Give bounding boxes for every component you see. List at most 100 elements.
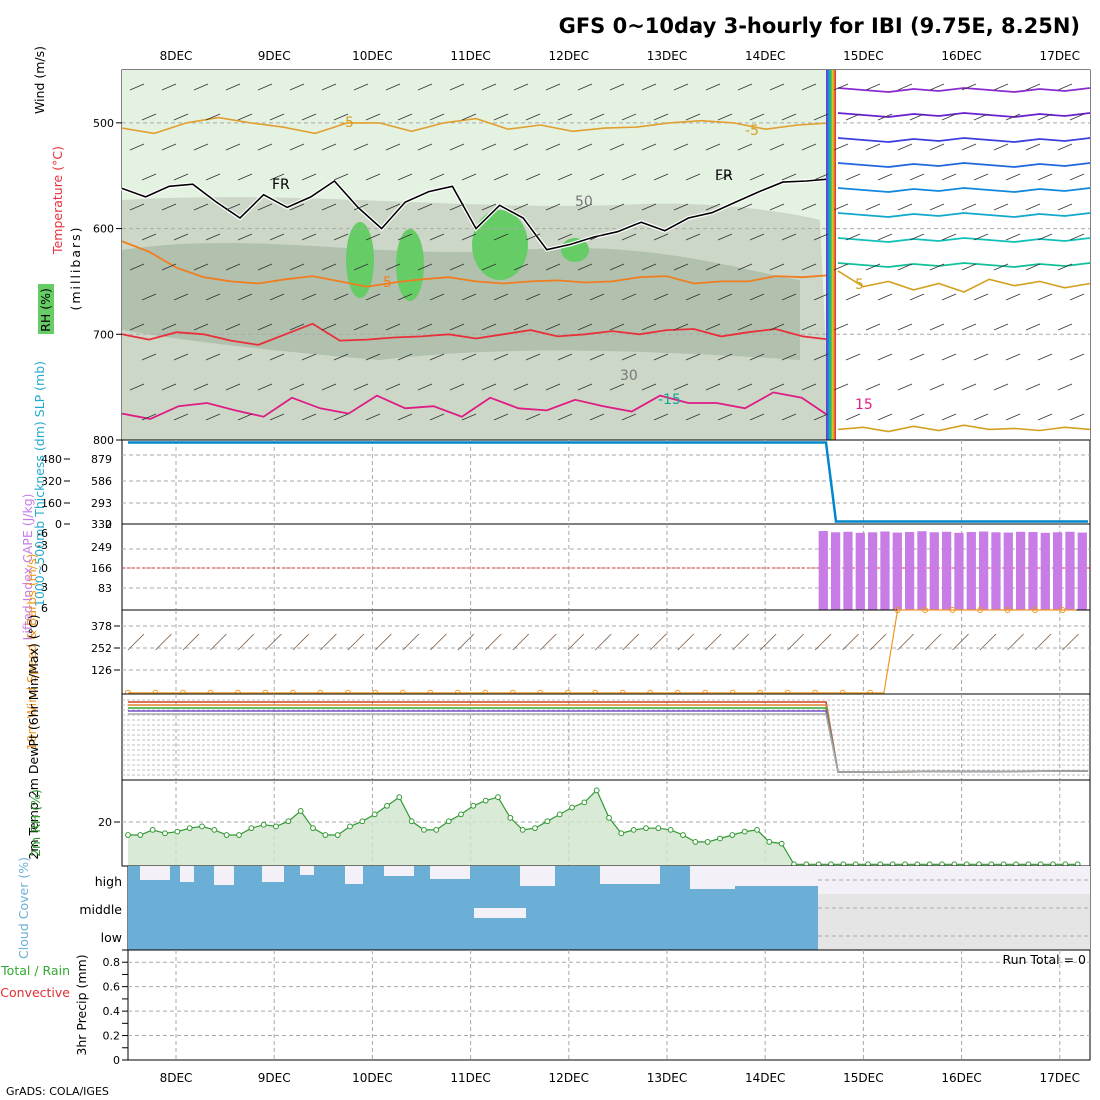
wind-barb — [865, 323, 881, 331]
wind-barb — [1057, 143, 1073, 151]
wind-barb — [205, 293, 221, 301]
temp2m-frame — [121, 693, 1091, 781]
wind-barb — [589, 113, 605, 121]
wind-barb — [653, 113, 669, 121]
wind-barb — [301, 293, 317, 301]
wind-barb — [801, 203, 817, 211]
wind-barb — [801, 143, 817, 151]
wind-barb — [205, 413, 221, 421]
wind-barb — [685, 413, 701, 421]
wind-barb — [769, 323, 785, 331]
rh2m-marker — [310, 825, 316, 832]
rh-shade-green — [346, 222, 374, 298]
date-tick-label-bottom: 16DEC — [941, 1071, 981, 1085]
wind-barb — [289, 143, 305, 151]
lifted-cape-frame — [121, 523, 1091, 611]
rh-shade-green — [472, 210, 528, 280]
wind-barb — [365, 413, 381, 421]
cape-bar — [1028, 532, 1038, 610]
cloud-gap — [520, 866, 555, 886]
wind-barb-10m — [677, 633, 694, 651]
wind-barb — [449, 383, 465, 391]
wind-barb — [621, 413, 637, 421]
wind-barb — [365, 113, 381, 121]
y-tick-label: 0 — [113, 1054, 120, 1067]
wind-barb — [1069, 413, 1085, 421]
y-tick-label: 126 — [91, 664, 112, 677]
wind-barb — [705, 323, 721, 331]
wind-barb — [493, 233, 509, 241]
wind-barb — [653, 413, 669, 421]
rh2m-marker — [458, 811, 464, 818]
thickness-slp-content: 480 320 160 0 879 586 293 0 — [41, 440, 1090, 531]
wind-barb — [865, 143, 881, 151]
wind-barb — [641, 83, 657, 91]
wind-barb — [397, 293, 413, 301]
wind-barb — [417, 263, 433, 271]
date-tick-label-top: 16DEC — [941, 49, 981, 63]
rh-shade-green — [396, 229, 424, 301]
wind-barb — [385, 323, 401, 331]
wind-barb — [685, 353, 701, 361]
wind-barb — [365, 353, 381, 361]
wind-barb — [449, 143, 465, 151]
wind-barb — [833, 263, 849, 271]
wind-barb — [525, 233, 541, 241]
rh2m-marker — [347, 823, 353, 830]
wind-barb — [717, 233, 733, 241]
wind-barb-10m — [155, 633, 172, 651]
wind-barb-10m — [1034, 633, 1052, 651]
wind-barb — [193, 323, 209, 331]
rh2m-marker — [766, 839, 773, 845]
cloud-cover-ylabel: Cloud Cover (%) — [16, 857, 31, 959]
slp-tick-label: 0 — [105, 518, 112, 531]
wind-barb — [1037, 353, 1053, 361]
wind-barb — [897, 323, 913, 331]
wind-barb — [973, 413, 989, 421]
wind-barb — [577, 323, 593, 331]
y-tick-label: 480 — [41, 453, 62, 466]
wind-barb — [289, 383, 305, 391]
wind-barb — [609, 203, 625, 211]
wind-barb — [621, 173, 637, 181]
post-break-contour-orange — [837, 270, 1091, 293]
wind-barb — [609, 263, 625, 271]
date-tick-label-top: 15DEC — [843, 49, 883, 63]
wind-barb-10m — [869, 633, 887, 651]
wind-barb — [897, 383, 913, 391]
wind-barb — [749, 233, 765, 241]
date-axis-top: 8DEC 9DEC 10DEC 11DEC 12DEC 13DEC 14DEC 15DEC 16… — [160, 49, 1080, 63]
wind-barb — [461, 413, 477, 421]
wind-barb — [877, 413, 893, 421]
post-break-contour — [837, 112, 1091, 118]
wind-speed-marker — [922, 607, 929, 613]
wind-barb — [385, 83, 401, 91]
wind-barb — [641, 203, 657, 211]
wind-barb-10m — [402, 633, 420, 651]
wind-barb — [237, 233, 253, 241]
lifted-tick-label: 3 — [41, 581, 48, 594]
rh2m-marker — [643, 825, 649, 832]
wind-barb-10m — [540, 633, 557, 651]
wind-barb — [161, 143, 177, 151]
wind-barb — [621, 113, 637, 121]
temp2m-ylabel: 2m Temp 2m DewPt (6hr Min/Max) (°C) — [26, 614, 41, 859]
wind10m-ylabel: 10m Wind Speed & Barbs (m/s) — [24, 554, 39, 751]
wind-barb — [333, 113, 349, 121]
wind-barb — [641, 323, 657, 331]
rh2m-marker — [680, 832, 686, 838]
cape-tick-label: 332 — [91, 518, 112, 531]
wind-barb-10m — [1062, 633, 1079, 651]
wind-barb — [577, 83, 593, 91]
wind-barb — [737, 263, 753, 271]
wind-barb — [769, 143, 785, 151]
cape-bar — [991, 532, 1001, 610]
wind-barb-10m — [787, 633, 804, 651]
wind-barb — [225, 203, 241, 211]
post-break-contour-orange-low — [837, 424, 1091, 433]
wind-barb-10m — [182, 633, 200, 651]
wind-barb — [365, 293, 381, 301]
rh2m-marker — [778, 840, 785, 847]
wind-barb-10m — [759, 633, 777, 651]
